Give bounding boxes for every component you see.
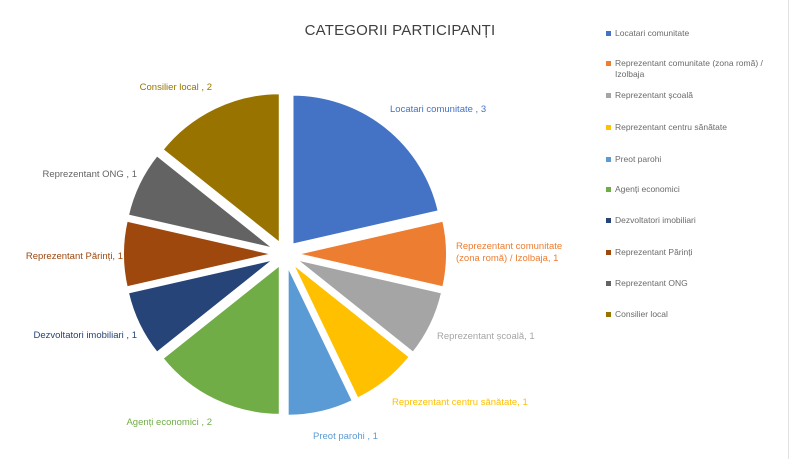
legend-label: Reprezentant școală xyxy=(615,90,693,100)
legend-swatch xyxy=(606,31,611,36)
pie-slice-10 xyxy=(161,92,281,246)
legend-swatch xyxy=(606,218,611,223)
legend-label: Dezvoltatori imobiliari xyxy=(615,215,696,225)
data-label-2: Reprezentant comunitate (zona romă) / Izo… xyxy=(456,241,562,264)
pie-slice-6 xyxy=(161,262,281,416)
legend-label: Reprezentant centru sănătate xyxy=(615,122,727,132)
legend-label: Reprezentant ONG xyxy=(615,278,688,288)
legend-label: Reprezentant Părinți xyxy=(615,247,693,257)
pie-slice-2 xyxy=(296,219,448,289)
pie-slice-8 xyxy=(122,219,274,289)
data-label-9: Reprezentant ONG , 1 xyxy=(42,169,137,180)
pie-slice-9 xyxy=(126,153,275,250)
legend-item: Consilier local xyxy=(606,309,668,320)
legend-item: Reprezentant comunitate (zona romă) / Iz… xyxy=(606,58,786,80)
legend-item: Locatari comunitate xyxy=(606,28,689,39)
data-label-6: Agenți economici , 2 xyxy=(126,417,212,428)
legend-label: Preot parohi xyxy=(615,154,662,164)
legend-swatch xyxy=(606,281,611,286)
pie-slice-3 xyxy=(295,258,444,355)
legend-swatch xyxy=(606,93,611,98)
legend-swatch xyxy=(606,61,611,66)
pie-slice-4 xyxy=(291,262,412,400)
legend-label: Reprezentant comunitate (zona romă) / Iz… xyxy=(615,58,763,79)
data-label-4: Reprezentant centru sănătate, 1 xyxy=(392,397,528,408)
legend-swatch xyxy=(606,250,611,255)
pie-slice-5 xyxy=(286,265,355,417)
legend-item: Reprezentant școală xyxy=(606,90,693,101)
legend-label: Locatari comunitate xyxy=(615,28,690,38)
legend-swatch xyxy=(606,312,611,317)
legend-label: Agenți economici xyxy=(615,184,680,194)
legend-item: Agenți economici xyxy=(606,184,680,195)
data-label-8: Reprezentant Părinți, 1 xyxy=(26,251,123,262)
data-label-7: Dezvoltatori imobiliari , 1 xyxy=(34,330,137,341)
legend-item: Reprezentant Părinți xyxy=(606,247,693,258)
pie-chart: Locatari comunitate , 3 Reprezentant comu… xyxy=(26,82,562,442)
legend-swatch xyxy=(606,125,611,130)
chart-title: CATEGORII PARTICIPANȚI xyxy=(304,22,496,39)
data-label-3: Reprezentant școală, 1 xyxy=(437,331,535,342)
data-label-10: Consilier local , 2 xyxy=(140,82,212,93)
legend-swatch xyxy=(606,157,611,162)
legend-item: Reprezentant centru sănătate xyxy=(606,122,727,133)
legend-swatch xyxy=(606,187,611,192)
legend-item: Reprezentant ONG xyxy=(606,278,688,289)
legend-item: Dezvoltatori imobiliari xyxy=(606,215,696,226)
legend-label: Consilier local xyxy=(615,309,668,319)
data-label-1: Locatari comunitate , 3 xyxy=(390,104,486,115)
pie-slice-1 xyxy=(291,93,440,246)
data-label-5: Preot parohi , 1 xyxy=(313,431,378,442)
pie-slice-7 xyxy=(126,258,275,355)
legend-item: Preot parohi xyxy=(606,154,661,165)
